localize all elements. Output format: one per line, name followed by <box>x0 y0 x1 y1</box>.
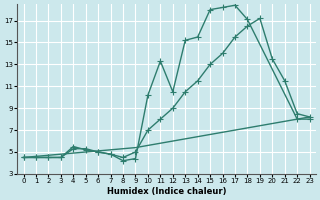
X-axis label: Humidex (Indice chaleur): Humidex (Indice chaleur) <box>107 187 226 196</box>
